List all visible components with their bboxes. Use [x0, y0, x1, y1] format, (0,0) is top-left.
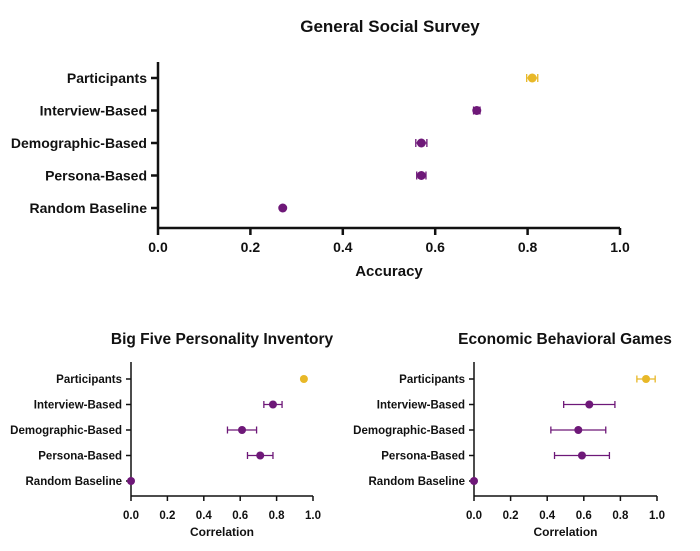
chart3-point-random-baseline: [470, 477, 478, 485]
chart2-x-axis-label: Correlation: [190, 525, 254, 539]
chart1-point-persona-based: [416, 171, 426, 180]
chart2-x-tick-label-0: 0.0: [123, 510, 139, 522]
chart2-x-tick-label-3: 0.6: [232, 510, 248, 522]
chart2-category-label-random-baseline: Random Baseline: [26, 476, 123, 488]
chart1-category-label-demographic-based: Demographic-Based: [11, 135, 147, 151]
chart2-category-label-persona-based: Persona-Based: [38, 451, 122, 463]
chart1-x-tick-label-1: 0.2: [241, 239, 261, 255]
chart1-x-tick-label-0: 0.0: [148, 239, 168, 255]
chart2-point-participants: [299, 375, 308, 383]
chart3-category-label-participants: Participants: [399, 374, 465, 386]
chart3-point-persona-based: [577, 451, 586, 460]
chart2-category-label-demographic-based: Demographic-Based: [10, 425, 122, 437]
chart2-point-persona-based: [256, 451, 265, 460]
chart2-point-interview-based: [268, 400, 277, 409]
chart3-point-interview-based: [585, 400, 594, 409]
chart1-point-random-baseline: [278, 203, 288, 213]
chart1-title: General Social Survey: [300, 17, 480, 36]
chart1-point-interview-based: [472, 106, 482, 115]
chart2-x-tick-label-2: 0.4: [196, 510, 213, 522]
chart3-x-tick-label-5: 1.0: [649, 510, 665, 522]
chart3-category-label-random-baseline: Random Baseline: [369, 476, 466, 488]
chart3-point-demographic-based: [574, 426, 583, 434]
chart3-point-participants: [642, 375, 651, 383]
chart3-x-tick-label-2: 0.4: [539, 510, 556, 522]
chart1-category-label-participants: Participants: [67, 70, 147, 86]
chart1-x-tick-label-2: 0.4: [333, 239, 353, 255]
chart1-x-tick-label-5: 1.0: [610, 239, 630, 255]
chart3-x-tick-label-4: 0.8: [612, 510, 629, 522]
chart3-x-axis-label: Correlation: [533, 525, 597, 539]
chart1-category-label-random-baseline: Random Baseline: [30, 200, 148, 216]
chart2-category-label-interview-based: Interview-Based: [34, 400, 122, 412]
chart1-x-axis-label: Accuracy: [355, 263, 423, 280]
chart1-x-tick-label-3: 0.6: [425, 239, 445, 255]
chart1-category-label-interview-based: Interview-Based: [40, 103, 147, 119]
chart2-x-tick-label-1: 0.2: [159, 510, 175, 522]
chart2-title: Big Five Personality Inventory: [111, 331, 334, 348]
chart3-category-label-interview-based: Interview-Based: [377, 400, 465, 412]
chart2-x-tick-label-5: 1.0: [305, 510, 321, 522]
chart1-x-tick-label-4: 0.8: [518, 239, 538, 255]
chart3-x-tick-label-3: 0.6: [576, 510, 592, 522]
chart2-x-tick-label-4: 0.8: [269, 510, 286, 522]
chart1-point-demographic-based: [416, 138, 426, 148]
chart1-point-participants: [527, 73, 537, 83]
chart1-category-label-persona-based: Persona-Based: [45, 168, 147, 184]
chart2-point-random-baseline: [127, 477, 135, 485]
chart2-category-label-participants: Participants: [56, 374, 122, 386]
chart3-x-tick-label-0: 0.0: [466, 510, 482, 522]
chart2-point-demographic-based: [238, 426, 247, 434]
chart3-category-label-persona-based: Persona-Based: [381, 451, 465, 463]
chart3-category-label-demographic-based: Demographic-Based: [353, 425, 465, 437]
chart3-title: Economic Behavioral Games: [458, 331, 672, 348]
chart3-x-tick-label-1: 0.2: [503, 510, 519, 522]
